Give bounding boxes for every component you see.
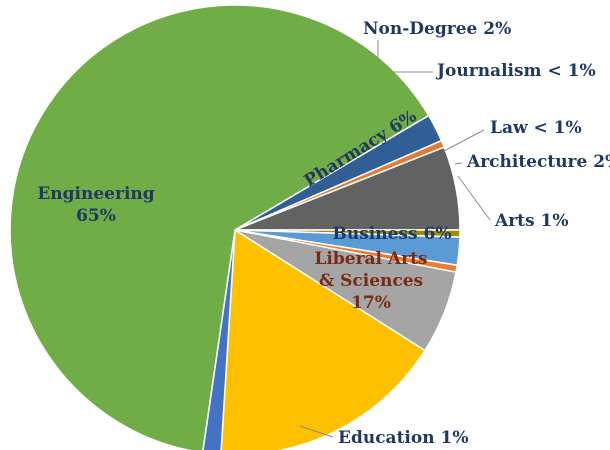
label-architecture-2: Architecture 2% bbox=[466, 152, 610, 172]
label-non-degree-2: Non-Degree 2% bbox=[363, 19, 511, 39]
label-line-liberal-arts-sciences-17-1: & Sciences bbox=[319, 271, 423, 291]
label-arts-1: Arts 1% bbox=[494, 211, 568, 231]
label-liberal-arts-sciences-17: Liberal Arts & Sciences 17% bbox=[314, 249, 427, 313]
label-law-1: Law < 1% bbox=[490, 118, 582, 138]
label-education-1: Education 1% bbox=[338, 428, 468, 448]
leader-line-law-1 bbox=[443, 129, 485, 152]
leader-line-education-1 bbox=[299, 425, 334, 438]
label-line-engineering-65-0: Engineering bbox=[37, 184, 154, 204]
leader-line-arts-1 bbox=[457, 175, 491, 221]
label-engineering-65: Engineering 65% bbox=[37, 184, 154, 226]
slice-engineering-65 bbox=[9, 4, 430, 450]
leader-line-architecture-2 bbox=[454, 162, 463, 165]
label-business-6: Business 6% bbox=[333, 224, 452, 244]
label-line-business-6-0: Business 6% bbox=[333, 224, 452, 244]
label-journalism-1: Journalism < 1% bbox=[435, 61, 596, 81]
label-line-engineering-65-1: 65% bbox=[76, 206, 116, 226]
label-line-liberal-arts-sciences-17-2: 17% bbox=[351, 293, 391, 313]
slice-liberal-arts-sciences-17 bbox=[220, 228, 427, 450]
label-line-liberal-arts-sciences-17-0: Liberal Arts bbox=[314, 249, 427, 269]
